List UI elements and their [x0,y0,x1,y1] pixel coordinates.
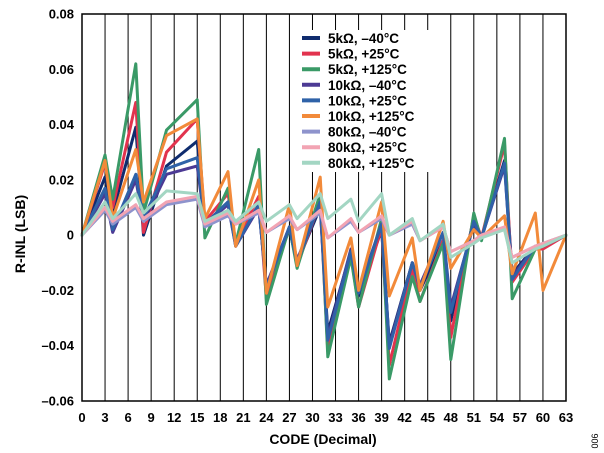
x-tick-label: 18 [213,410,227,425]
x-tick-label: 39 [374,410,388,425]
x-tick-label: 36 [351,410,365,425]
y-tick-label: 0.04 [49,117,75,132]
plot-border [81,13,567,402]
series-line-3 [80,62,568,381]
x-tick-label: 3 [101,410,108,425]
legend-label: 80kΩ, –40°C [328,125,407,140]
legend-box [297,30,437,172]
x-tick-label: 27 [282,410,296,425]
y-axis-label: R-INL (LSB) [12,195,28,273]
plot-frame [81,13,567,402]
x-tick-label: 21 [236,410,250,425]
y-tick-label: 0.02 [49,172,74,187]
tick-labels: 0 3 6 9 12 15 18 21 24 27 30 33 36 39 42 45 48 51 54 57 60 63… [41,7,573,426]
y-tick-label: –0.06 [41,394,74,409]
series-line-8 [80,194,568,259]
y-tick-label: –0.04 [41,338,74,353]
x-tick-label: 63 [559,410,573,425]
x-tick-label: 60 [536,410,550,425]
x-tick-label: 51 [467,410,481,425]
data-series [80,62,568,381]
legend-label: 10kΩ, –40°C [328,78,407,93]
figure-id: 006 [590,433,600,448]
legend-label: 5kΩ, +25°C [328,47,400,62]
legend-label: 5kΩ, –40°C [328,31,399,46]
x-tick-label: 9 [148,410,155,425]
x-tick-label: 48 [444,410,458,425]
x-tick-label: 0 [78,410,85,425]
y-tick-label: 0.08 [49,7,74,22]
legend-label: 10kΩ, +125°C [328,109,415,124]
y-tick-label: –0.02 [41,283,74,298]
y-tick-label: 0.06 [49,62,74,77]
series-line-9 [80,189,568,265]
legend-label: 80kΩ, +125°C [328,156,415,171]
legend-label: 10kΩ, +25°C [328,93,407,108]
x-tick-label: 12 [167,410,181,425]
x-tick-label: 54 [490,410,505,425]
x-tick-label: 15 [190,410,204,425]
x-tick-label: 42 [397,410,411,425]
x-axis-label: CODE (Decimal) [269,431,376,447]
legend-label: 80kΩ, +25°C [328,140,407,155]
legend-label: 5kΩ, +125°C [328,62,407,77]
x-tick-label: 33 [328,410,342,425]
x-tick-label: 30 [305,410,319,425]
y-tick-label: 0 [67,228,74,243]
x-tick-label: 45 [420,410,434,425]
x-tick-label: 6 [124,410,131,425]
x-tick-label: 24 [259,410,274,425]
x-tick-label: 57 [513,410,527,425]
